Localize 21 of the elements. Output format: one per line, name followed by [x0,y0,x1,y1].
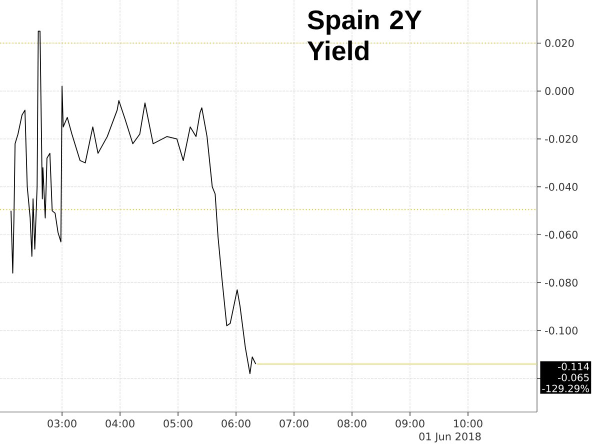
y-tick-label: 0.000 [545,87,574,95]
text: -0.114 [558,362,590,370]
text: 01 Jun 2018 [419,432,481,442]
y-tick-label: -0.100 [545,326,578,335]
text: Spain 2Y Yield [307,10,422,60]
text: -0.065 [558,374,589,382]
x-tick-label: 08:00 [338,420,366,428]
x-tick-label: 10:00 [454,420,482,428]
y-tick-label: -0.060 [545,230,578,239]
x-tick-label: 09:00 [396,420,424,428]
x-tick-label: 07:00 [280,420,308,428]
x-tick-label: 03:00 [48,420,76,428]
line-series [10,30,256,374]
text: -129.29% [542,384,590,392]
y-tick-label: -0.020 [545,134,578,143]
y-tick-label: 0.020 [545,39,574,48]
y-tick-label: -0.080 [545,278,578,287]
x-tick-label: 06:00 [222,420,250,428]
x-tick-label: 05:00 [164,420,192,428]
x-tick-label: 04:00 [106,420,134,428]
y-tick-label: -0.040 [545,182,578,191]
